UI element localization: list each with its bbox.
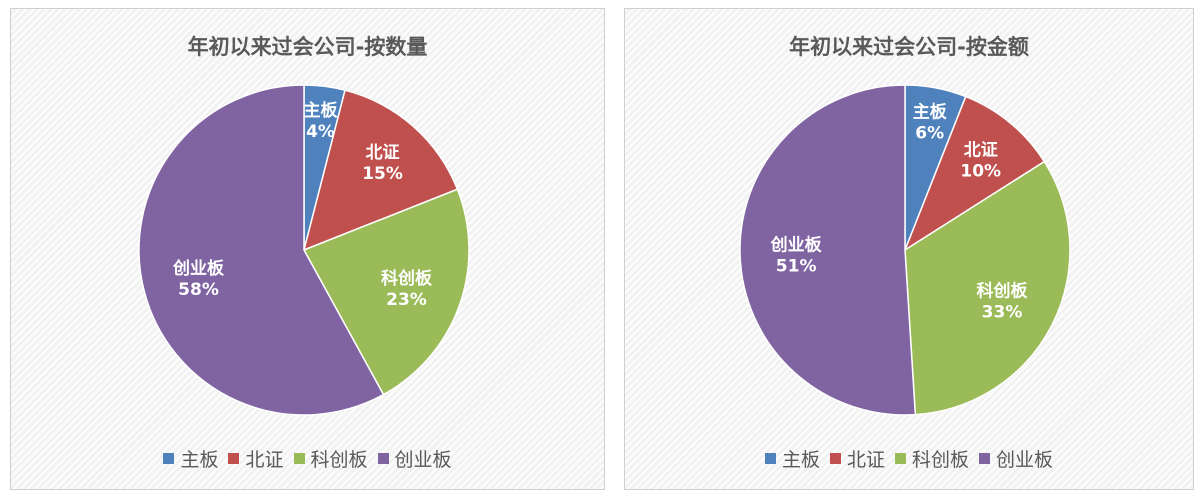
legend-label: 创业板 bbox=[996, 449, 1054, 471]
legend-item: 主板 bbox=[163, 445, 218, 472]
legend-label: 北证 bbox=[245, 449, 284, 471]
legend-item: 创业板 bbox=[377, 445, 452, 472]
pie-slice bbox=[904, 160, 1071, 416]
legend-swatch bbox=[895, 453, 906, 464]
slice-label: 科创板 23% bbox=[381, 268, 433, 310]
legend-label: 主板 bbox=[781, 449, 820, 471]
slice-label: 创业板 58% bbox=[172, 258, 225, 300]
legend-label: 主板 bbox=[180, 449, 219, 471]
pie-chart-amount: 主板 6% 北证 10% 科创板 33% 创业板 51% bbox=[739, 84, 1071, 416]
legend-count: 主板 北证 科创板 创业板 bbox=[11, 445, 604, 472]
slice-label: 主板 6% bbox=[913, 101, 948, 143]
legend-label: 北证 bbox=[846, 449, 885, 471]
legend-item: 科创板 bbox=[895, 445, 969, 472]
pie-slice bbox=[739, 84, 917, 416]
pie-slice bbox=[138, 84, 385, 416]
slice-label: 北证 15% bbox=[362, 143, 403, 184]
legend-swatch bbox=[829, 453, 841, 464]
legend-swatch bbox=[377, 453, 389, 464]
slice-label: 创业板 51% bbox=[770, 234, 823, 276]
legend-item: 科创板 bbox=[293, 445, 368, 472]
legend-amount: 主板 北证 科创板 创业板 bbox=[625, 445, 1193, 472]
slice-label: 北证 10% bbox=[960, 140, 1001, 181]
pie-slice bbox=[903, 95, 1046, 252]
chart-panel-amount: 年初以来过会公司-按金额 主板 6% 北证 10% 科创板 33% 创业板 51% 主板 北证… bbox=[624, 8, 1194, 490]
pie-slice bbox=[302, 188, 470, 396]
pie-slice bbox=[302, 89, 459, 252]
legend-label: 科创板 bbox=[912, 449, 970, 471]
pie-chart-count: 主板 4% 北证 15% 科创板 23% 创业板 58% bbox=[138, 84, 470, 416]
chart-panel-count: 年初以来过会公司-按数量 主板 4% 北证 15% 科创板 23% 创业板 58% 主板 北证… bbox=[10, 8, 605, 490]
legend-swatch bbox=[163, 453, 175, 464]
legend-swatch bbox=[764, 453, 776, 464]
legend-item: 创业板 bbox=[979, 445, 1053, 472]
legend-swatch bbox=[979, 453, 991, 464]
chart-title-amount: 年初以来过会公司-按金额 bbox=[789, 35, 1029, 59]
legend-item: 北证 bbox=[829, 445, 885, 472]
chart-title-count: 年初以来过会公司-按数量 bbox=[187, 35, 428, 59]
slice-label: 科创板 33% bbox=[977, 280, 1029, 322]
legend-item: 北证 bbox=[228, 445, 284, 472]
legend-swatch bbox=[293, 453, 305, 464]
legend-label: 科创板 bbox=[310, 449, 368, 471]
legend-item: 主板 bbox=[764, 445, 820, 472]
legend-swatch bbox=[228, 453, 240, 464]
slice-label: 主板 4% bbox=[304, 100, 339, 142]
legend-label: 创业板 bbox=[394, 449, 452, 471]
